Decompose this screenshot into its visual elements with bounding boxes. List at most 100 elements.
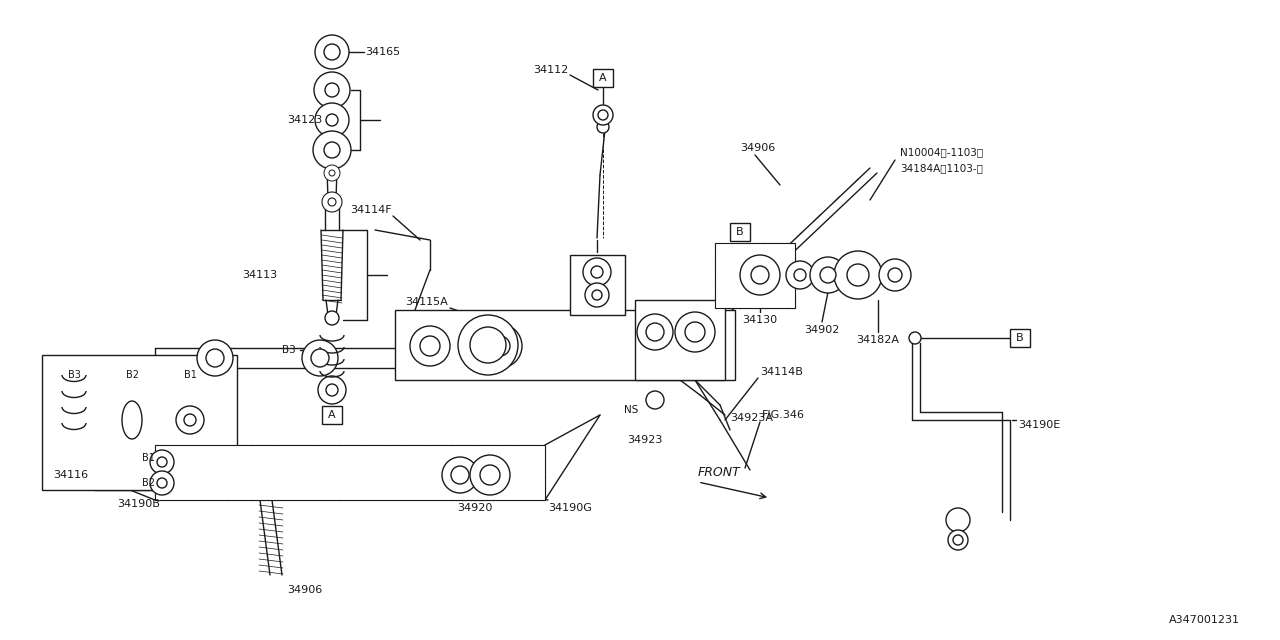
Circle shape [324,165,340,181]
Circle shape [593,105,613,125]
Circle shape [329,87,335,93]
Bar [635,300,724,380]
Text: 34920: 34920 [457,503,493,513]
Text: N10004（-1103）: N10004（-1103） [900,147,983,157]
Bar [155,445,545,500]
Circle shape [157,478,166,488]
Text: B3: B3 [68,370,81,380]
Text: NS: NS [623,405,637,415]
Circle shape [596,121,609,133]
Text: A: A [328,410,335,420]
Text: 34113: 34113 [242,270,276,280]
Text: 34190G: 34190G [548,503,591,513]
Bar [42,355,237,490]
FancyBboxPatch shape [730,223,750,241]
Text: A347001231: A347001231 [1169,615,1240,625]
Circle shape [302,340,338,376]
Circle shape [442,457,477,493]
Circle shape [582,258,611,286]
Circle shape [315,35,349,69]
Circle shape [477,324,522,368]
Text: 34114B: 34114B [760,367,803,377]
Circle shape [328,48,337,56]
Circle shape [810,257,846,293]
Circle shape [197,340,233,376]
Circle shape [177,406,204,434]
Text: 34114F: 34114F [351,205,392,215]
Text: 34165: 34165 [365,47,401,57]
Circle shape [751,266,769,284]
Circle shape [470,455,509,495]
Text: 34906: 34906 [740,143,776,153]
Circle shape [946,508,970,532]
Circle shape [794,269,806,281]
Circle shape [740,255,780,295]
Text: 34190B: 34190B [118,499,160,509]
Text: FIG.346: FIG.346 [762,410,805,420]
Circle shape [888,268,902,282]
Circle shape [909,332,922,344]
Bar [396,310,735,380]
Circle shape [451,466,468,484]
Circle shape [314,131,351,169]
Circle shape [311,349,329,367]
Circle shape [480,465,500,485]
Circle shape [847,264,869,286]
Text: B: B [1016,333,1024,343]
Text: 34130: 34130 [742,315,777,325]
Text: B1: B1 [142,453,155,463]
Text: 34923: 34923 [627,435,663,445]
FancyBboxPatch shape [323,406,342,424]
Circle shape [157,457,166,467]
Text: A: A [599,73,607,83]
Circle shape [328,198,337,206]
Text: 34923A: 34923A [730,413,773,423]
Circle shape [786,261,814,289]
Circle shape [593,290,602,300]
Circle shape [324,142,340,158]
Text: 34190E: 34190E [1018,420,1060,430]
Circle shape [323,192,342,212]
Circle shape [324,44,340,60]
Circle shape [591,266,603,278]
Text: FRONT: FRONT [698,465,741,479]
Circle shape [835,251,882,299]
Circle shape [317,376,346,404]
Text: B: B [736,227,744,237]
Circle shape [879,259,911,291]
Text: 34902: 34902 [804,325,840,335]
Circle shape [598,110,608,120]
Circle shape [820,267,836,283]
Circle shape [315,103,349,137]
FancyBboxPatch shape [593,69,613,87]
Text: 34182A: 34182A [856,335,900,345]
Text: B3: B3 [283,345,296,355]
Circle shape [150,450,174,474]
Circle shape [420,336,440,356]
Circle shape [206,349,224,367]
Text: 34123: 34123 [287,115,323,125]
Circle shape [326,114,338,126]
Circle shape [150,471,174,495]
Bar [716,243,795,308]
Circle shape [637,314,673,350]
Circle shape [675,312,716,352]
Circle shape [646,323,664,341]
Circle shape [470,327,506,363]
FancyBboxPatch shape [1010,329,1030,347]
Circle shape [184,414,196,426]
Text: 34115A: 34115A [406,297,448,307]
Circle shape [325,311,339,325]
Circle shape [326,384,338,396]
Circle shape [685,322,705,342]
Text: 34906: 34906 [288,585,323,595]
Circle shape [948,530,968,550]
Circle shape [490,336,509,356]
Circle shape [410,326,451,366]
Text: 34184A（1103-）: 34184A（1103-） [900,163,983,173]
Bar [570,255,625,315]
Text: 34112: 34112 [532,65,568,75]
Text: B1: B1 [183,370,196,380]
Circle shape [329,170,335,176]
Ellipse shape [122,401,142,439]
